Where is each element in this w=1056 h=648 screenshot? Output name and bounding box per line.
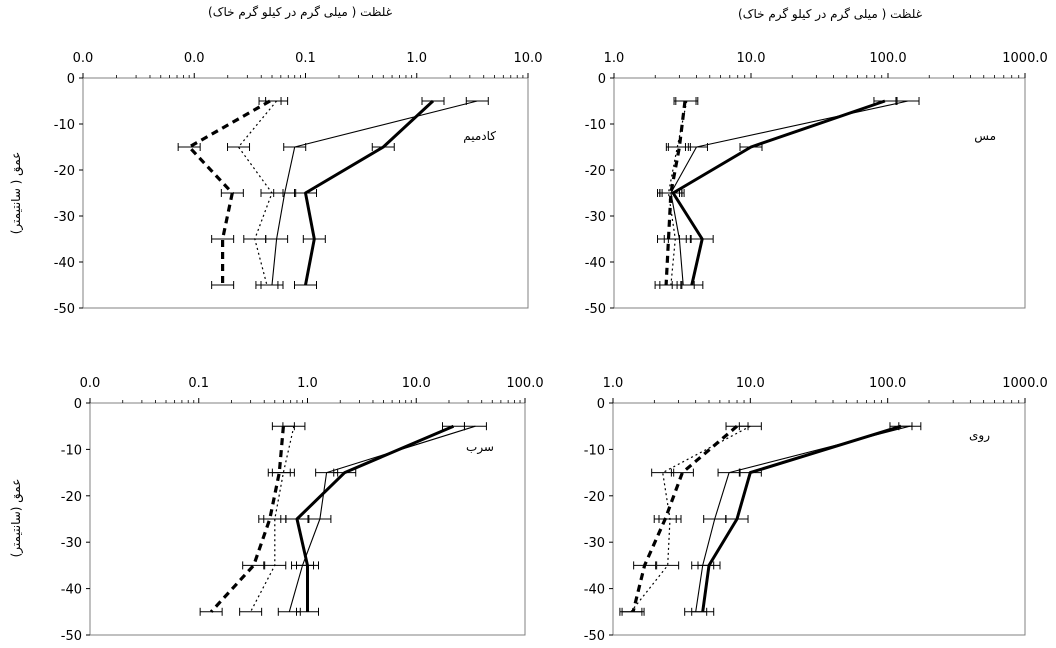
y-tick-label: -10 [54,118,75,133]
x-tick-label: 10.0 [737,51,766,66]
y-tick-label: -10 [585,118,606,133]
x-tick-label: 100.0 [506,376,543,391]
y-tick-label: -30 [585,210,606,225]
x-tick-label: 0.1 [295,51,316,66]
y-tick-label: -40 [585,256,606,271]
panel-lead: 0.0 0.1 1.0 10.0 100.0 0 -10 -20 -30 -40 -50 سرب عمق… [9,376,544,644]
y-tick-label: 0 [597,397,605,412]
x-tick-label: 1.0 [406,51,427,66]
y-tick-label: -50 [585,302,606,317]
x-tick-label: 1.0 [603,376,624,391]
x-tick-label: 0.0 [80,376,101,391]
x-tick-label: 0.0 [73,51,94,66]
x-tick-label: 10.0 [736,376,765,391]
x-tick-label: 0.1 [188,376,209,391]
y-tick-label: -30 [54,210,75,225]
panel-label: سرب [466,440,494,455]
x-axis-title: غلظت ( میلی گرم در کیلو گرم خاک) [208,5,392,20]
y-tick-label: -50 [54,302,75,317]
y-tick-label: -40 [54,256,75,271]
y-tick-label: -30 [584,536,605,551]
x-tick-label: 1.0 [297,376,318,391]
x-tick-label: 10.0 [514,51,543,66]
y-axis-title: عمق (سانتیمتر) [9,479,24,558]
y-tick-label: -50 [61,629,82,644]
y-tick-label: -20 [61,490,82,505]
y-tick-label: -20 [54,164,75,179]
x-tick-label: 1000.0 [1002,376,1048,391]
y-axis-title: عمق ( سانتیمتر) [9,152,24,235]
y-tick-label: -10 [584,443,605,458]
y-tick-label: -50 [584,629,605,644]
x-tick-label: 1000.0 [1002,51,1048,66]
x-tick-label: 10.0 [402,376,431,391]
y-tick-label: -10 [61,443,82,458]
y-tick-label: -40 [584,583,605,598]
x-tick-label: 1.0 [604,51,625,66]
y-tick-label: 0 [67,72,75,87]
x-tick-label: 0.0 [184,51,205,66]
panel-label: مس [974,129,996,144]
panel-label: کادمیم [463,129,496,143]
x-tick-label: 100.0 [869,376,906,391]
y-tick-label: 0 [74,397,82,412]
series-line-uf [667,100,688,286]
panel-label: روی [969,428,990,443]
y-tick-label: -30 [61,536,82,551]
panel-zinc: 1.0 10.0 100.0 1000.0 0 -10 -20 -30 -40 -50 روی [584,376,1048,644]
plot-frame [612,402,1026,636]
panel-copper: 1.0 10.0 100.0 1000.0 0 -10 -20 -30 -40 -50 غلظت (… [585,7,1048,317]
x-tick-label: 100.0 [869,51,906,66]
y-tick-label: 0 [598,72,606,87]
y-tick-label: -40 [61,583,82,598]
panel-cadmium: 0.0 0.0 0.1 1.0 10.0 0 -10 -20 -30 -40 -50 غلظت ( م… [9,5,542,317]
y-tick-label: -20 [584,490,605,505]
series-line-us [664,100,687,286]
y-tick-label: -20 [585,164,606,179]
x-axis-title: غلظت ( میلی گرم در کیلو گرم خاک) [738,7,922,22]
series-line-uf [250,426,295,613]
